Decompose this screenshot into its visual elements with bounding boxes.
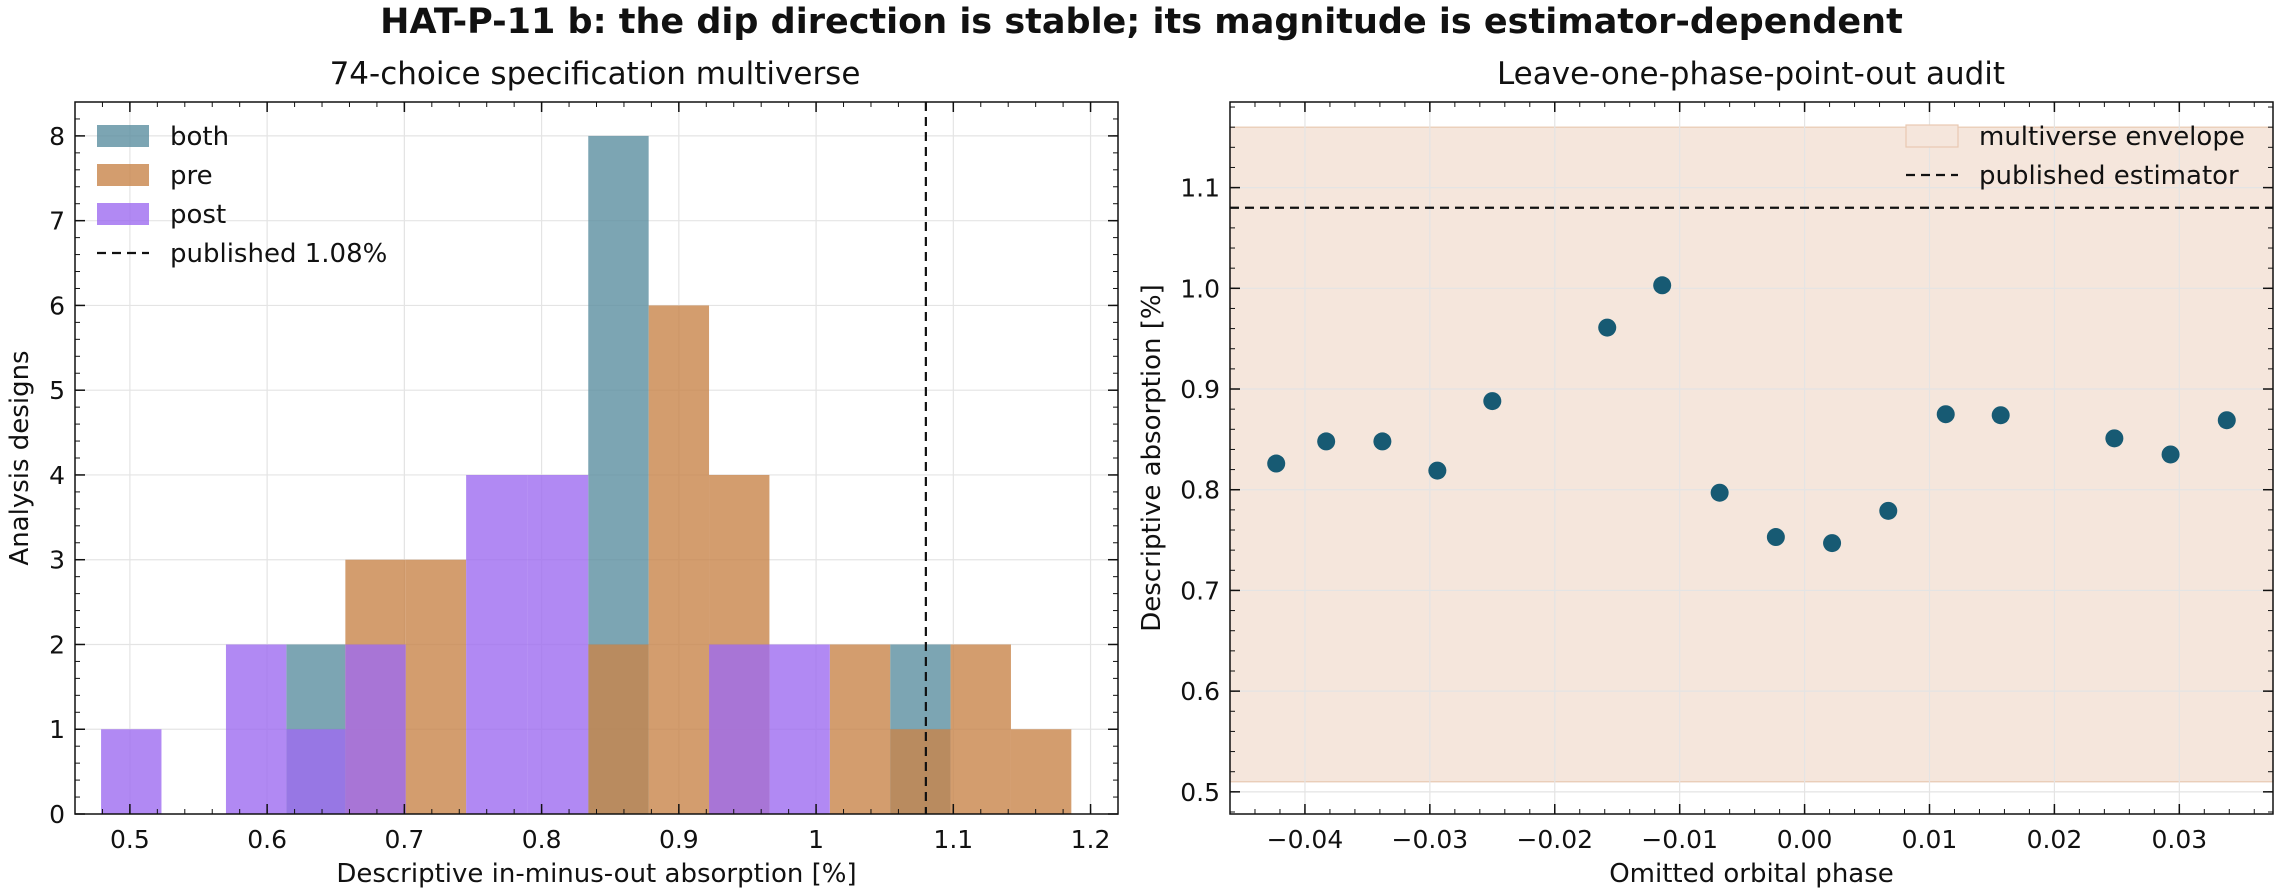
histogram-y-tick-label: 0 bbox=[49, 800, 65, 829]
scatter-y-axis-label: Descriptive absorption [%] bbox=[1137, 284, 1167, 631]
scatter-point bbox=[1710, 483, 1729, 502]
histogram-bar-post bbox=[225, 644, 287, 814]
legend-label-post: post bbox=[170, 200, 226, 230]
legend-label-pre: pre bbox=[170, 161, 213, 191]
histogram-y-axis-label: Analysis designs bbox=[5, 350, 35, 565]
scatter-y-tick-label: 0.6 bbox=[1180, 677, 1220, 706]
histogram-bar-post bbox=[345, 644, 406, 814]
scatter-point bbox=[2105, 429, 2124, 448]
histogram-bar-pre bbox=[588, 644, 649, 814]
legend-swatch-post bbox=[97, 203, 149, 225]
scatter-point bbox=[1373, 432, 1392, 451]
histogram-bar-post bbox=[286, 729, 346, 814]
scatter-y-tick-label: 1.1 bbox=[1180, 174, 1220, 203]
histogram-x-tick-label: 0.6 bbox=[247, 825, 287, 854]
histogram-title: 74-choice specification multiverse bbox=[330, 56, 861, 92]
scatter-point bbox=[1823, 534, 1842, 553]
histogram-y-tick-label: 7 bbox=[49, 207, 65, 236]
legend-swatch-both bbox=[97, 125, 149, 147]
histogram-bar-pre bbox=[648, 305, 710, 814]
histogram-bar-pre bbox=[950, 644, 1011, 814]
histogram-y-tick-label: 5 bbox=[49, 376, 65, 405]
scatter-x-tick-label: −0.01 bbox=[1641, 825, 1718, 854]
scatter-y-tick-label: 0.5 bbox=[1180, 778, 1220, 807]
scatter-y-tick-label: 0.9 bbox=[1180, 375, 1220, 404]
histogram-bar-pre bbox=[829, 644, 891, 814]
legend-label-envelope: multiverse envelope bbox=[1979, 122, 2245, 152]
histogram-x-axis-label: Descriptive in-minus-out absorption [%] bbox=[336, 859, 856, 889]
scatter-x-tick-label: 0.00 bbox=[1777, 825, 1833, 854]
scatter-legend: multiverse envelope published estimator bbox=[1905, 122, 2245, 191]
scatter-grid bbox=[1230, 102, 2273, 814]
histogram-bar-post bbox=[709, 644, 770, 814]
legend-label-published: published 1.08% bbox=[170, 239, 387, 269]
legend-swatch-pre bbox=[97, 164, 149, 186]
scatter-point bbox=[1766, 528, 1785, 547]
histogram-y-tick-label: 1 bbox=[49, 715, 65, 744]
histogram-x-tick-label: 0.9 bbox=[659, 825, 699, 854]
histogram-x-tick-label: 0.8 bbox=[522, 825, 562, 854]
legend-label-both: both bbox=[170, 122, 229, 152]
histogram-ticks: 0.5 0.6 0.7 0.8 0.9 1 1.1 1.2 0 1 2 3 4 5 6 7 8 bbox=[49, 102, 1118, 854]
histogram-x-tick-label: 0.5 bbox=[110, 825, 150, 854]
scatter-point bbox=[1653, 276, 1672, 295]
histogram-y-tick-label: 2 bbox=[49, 630, 65, 659]
histogram-y-tick-label: 4 bbox=[49, 461, 65, 490]
legend-swatch-envelope bbox=[1905, 124, 1959, 148]
histogram-legend: both pre post published 1.08% bbox=[97, 122, 387, 269]
scatter-point bbox=[2217, 411, 2236, 430]
scatter-ticks: −0.04 −0.03 −0.02 −0.01 0.00 0.01 0.02 0.03 0.5 0… bbox=[1180, 102, 2273, 854]
histogram-y-tick-label: 6 bbox=[49, 291, 65, 320]
histogram-bar-pre bbox=[405, 559, 467, 814]
histogram-x-tick-label: 1 bbox=[808, 825, 824, 854]
scatter-y-tick-label: 0.7 bbox=[1180, 576, 1220, 605]
scatter-x-tick-label: −0.04 bbox=[1267, 825, 1344, 854]
scatter-x-tick-label: 0.01 bbox=[1902, 825, 1958, 854]
scatter-frame bbox=[1229, 101, 2274, 815]
scatter-point bbox=[1267, 454, 1286, 473]
scatter-point bbox=[1483, 392, 1502, 411]
scatter-y-tick-label: 0.8 bbox=[1180, 476, 1220, 505]
scatter-point bbox=[1598, 318, 1617, 337]
histogram-bar-post bbox=[527, 474, 589, 814]
scatter-point bbox=[1428, 461, 1447, 480]
scatter-y-tick-label: 1.0 bbox=[1180, 274, 1220, 303]
histogram-bar-pre bbox=[1010, 729, 1072, 814]
histogram-y-tick-label: 8 bbox=[49, 122, 65, 151]
scatter-x-axis-label: Omitted orbital phase bbox=[1609, 859, 1894, 889]
histogram-bar-post bbox=[769, 644, 830, 814]
histogram-bars bbox=[101, 135, 1072, 814]
histogram-bar-post bbox=[101, 729, 162, 814]
scatter-point bbox=[2161, 445, 2180, 464]
histogram-x-tick-label: 0.7 bbox=[384, 825, 424, 854]
histogram-x-tick-label: 1.2 bbox=[1071, 825, 1111, 854]
histogram-x-tick-label: 1.1 bbox=[933, 825, 973, 854]
scatter-points bbox=[1267, 276, 2236, 553]
scatter-x-tick-label: −0.02 bbox=[1516, 825, 1593, 854]
multiverse-envelope-band bbox=[1229, 126, 2274, 783]
scatter-point bbox=[1317, 432, 1336, 451]
scatter-x-tick-label: 0.02 bbox=[2027, 825, 2083, 854]
histogram-bar-pre bbox=[890, 729, 951, 814]
scatter-point bbox=[1936, 405, 1955, 424]
legend-label-published-estimator: published estimator bbox=[1979, 161, 2239, 191]
scatter-title: Leave-one-phase-point-out audit bbox=[1497, 56, 2005, 92]
scatter-point bbox=[1991, 406, 2010, 425]
figure-title: HAT-P-11 b: the dip direction is stable;… bbox=[380, 2, 1903, 42]
histogram-y-tick-label: 3 bbox=[49, 546, 65, 575]
scatter-x-tick-label: 0.03 bbox=[2151, 825, 2207, 854]
scatter-point bbox=[1879, 501, 1898, 520]
scatter-x-tick-label: −0.03 bbox=[1392, 825, 1469, 854]
histogram-bar-post bbox=[466, 474, 528, 814]
